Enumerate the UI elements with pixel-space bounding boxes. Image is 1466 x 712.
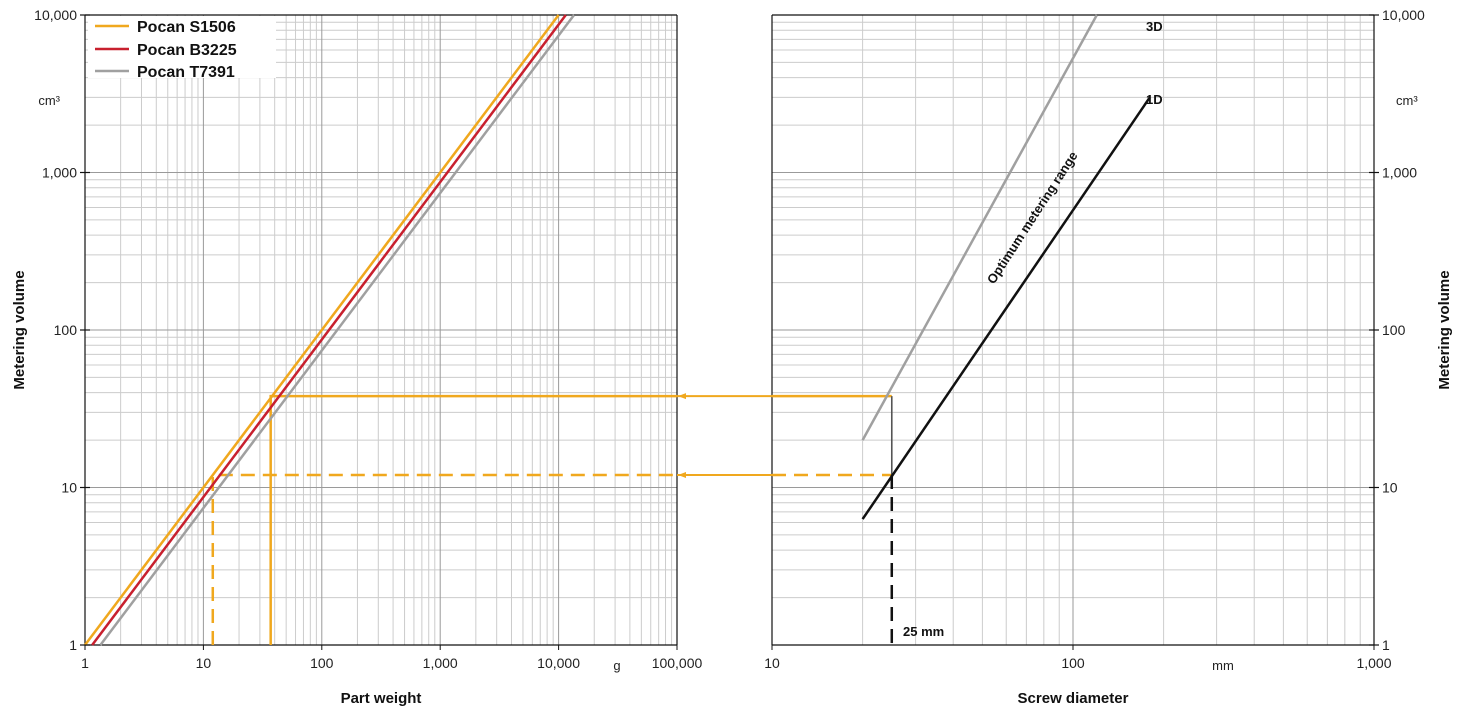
left-x-tick-label: 1,000 <box>423 655 458 671</box>
right-x-tick-labels: 10 100 1,000 <box>764 645 1392 671</box>
left-y-tick-labels: 1 10 100 1,000 10,000 <box>34 7 90 653</box>
right-y-tick-label: 100 <box>1382 322 1406 338</box>
left-x-tick-label: 1 <box>81 655 89 671</box>
right-guides <box>772 394 894 645</box>
right-y-unit: cm³ <box>1396 93 1418 108</box>
left-x-tick-label: 10 <box>196 655 212 671</box>
left-x-axis-title: Part weight <box>341 690 422 707</box>
left-series-pocan-b3225 <box>91 14 567 646</box>
right-x-tick-label: 1,000 <box>1356 655 1391 671</box>
left-y-tick-label: 10,000 <box>34 7 77 23</box>
left-guides <box>211 394 677 645</box>
left-series <box>84 14 576 646</box>
series-label-1d: 1D <box>1146 92 1163 107</box>
legend-label-t7391: Pocan T7391 <box>137 64 235 81</box>
left-y-tick-label: 1 <box>69 637 77 653</box>
left-series-pocan-s1506 <box>84 14 560 646</box>
right-x-unit: mm <box>1212 658 1234 673</box>
left-x-tick-label: 100 <box>310 655 334 671</box>
left-series-pocan-t7391 <box>99 14 576 646</box>
connector-arrowhead-solid <box>678 393 686 400</box>
right-y-tick-label: 1 <box>1382 637 1390 653</box>
right-series-3d <box>861 14 1098 441</box>
right-y-tick-label: 10 <box>1382 480 1398 496</box>
right-plot-frame <box>771 14 1375 646</box>
legend-label-s1506: Pocan S1506 <box>137 19 236 36</box>
left-guide-dashed-1 <box>211 473 677 645</box>
right-series <box>861 14 1151 520</box>
left-x-tick-label: 10,000 <box>537 655 580 671</box>
legend-label-b3225: Pocan B3225 <box>137 42 237 59</box>
left-x-tick-labels: 1 10 100 1,000 10,000 100,000 <box>81 645 703 671</box>
right-series-1d <box>861 96 1151 520</box>
right-x-tick-label: 10 <box>764 655 780 671</box>
optimum-metering-range-label: Optimum metering range <box>984 149 1081 287</box>
right-x-tick-label: 100 <box>1061 655 1085 671</box>
connector-arrows <box>677 393 772 479</box>
right-y-axis-title: Metering volume <box>1436 270 1453 389</box>
right-x-axis-title: Screw diameter <box>1018 690 1129 707</box>
left-x-tick-label: 100,000 <box>652 655 703 671</box>
left-guide-solid-0 <box>269 394 677 645</box>
left-x-unit: g <box>613 658 620 673</box>
left-y-tick-label: 10 <box>61 480 77 496</box>
left-y-tick-label: 100 <box>54 322 78 338</box>
right-y-tick-label: 1,000 <box>1382 165 1417 181</box>
screw-diameter-annotation: 25 mm <box>903 624 944 639</box>
right-y-tick-label: 10,000 <box>1382 7 1425 23</box>
left-y-unit: cm³ <box>38 93 60 108</box>
left-y-axis-title: Metering volume <box>11 270 28 389</box>
connector-arrowhead-dashed <box>678 472 686 479</box>
series-label-3d: 3D <box>1146 19 1163 34</box>
legend: Pocan S1506 Pocan B3225 Pocan T7391 <box>88 16 276 81</box>
left-y-tick-label: 1,000 <box>42 165 77 181</box>
right-y-tick-labels: 1 10 100 1,000 10,000 <box>1369 7 1425 653</box>
